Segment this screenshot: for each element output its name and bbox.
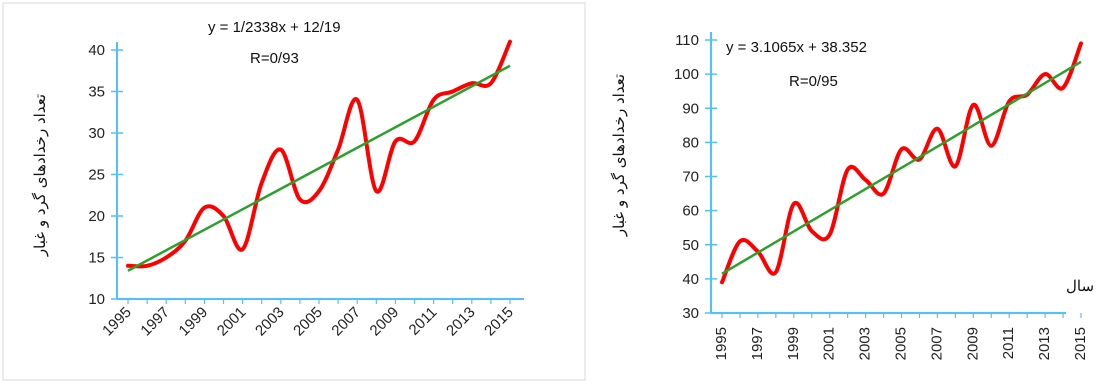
right-x-tick-label: 2015 bbox=[1072, 327, 1089, 360]
right-x-tick-label: 1997 bbox=[749, 327, 766, 360]
right-x-tick-label: 1999 bbox=[785, 327, 802, 360]
left-y-tick-label: 30 bbox=[88, 125, 105, 142]
right-x-tick-label: 1995 bbox=[713, 327, 730, 360]
right-y-axis-label: تعداد رخدادهای گرد و غبار bbox=[610, 74, 628, 237]
right-trendline bbox=[721, 60, 1082, 275]
left-y-tick-label: 25 bbox=[88, 167, 105, 184]
left-y-tick-label: 40 bbox=[88, 42, 105, 59]
right-x-tick-label: 2011 bbox=[1000, 327, 1017, 359]
right-x-tick-label: 2007 bbox=[928, 327, 945, 360]
left-y-tick-label: 20 bbox=[88, 208, 105, 225]
right-equation-label: y = 3.1065x + 38.352 bbox=[726, 39, 867, 56]
right-x-tick-label: 2003 bbox=[857, 327, 874, 360]
left-trendline bbox=[127, 64, 511, 272]
right-x-tick-label: 2009 bbox=[964, 327, 981, 360]
right-r-value-label: R=0/95 bbox=[789, 73, 838, 90]
right-y-tick-label: 100 bbox=[674, 66, 699, 83]
right-x-tick-label: 2001 bbox=[821, 327, 838, 360]
left-y-tick-label: 10 bbox=[88, 291, 105, 308]
left-equation-label: y = 1/2338x + 12/19 bbox=[208, 19, 341, 36]
right-x-tick-label: 2005 bbox=[893, 327, 910, 360]
right-x-tick-label: 2013 bbox=[1036, 327, 1053, 360]
right-y-tick-label: 60 bbox=[682, 203, 699, 220]
right-y-tick-label: 70 bbox=[682, 169, 699, 186]
right-y-tick-label: 110 bbox=[675, 32, 699, 49]
right-chart-frame bbox=[592, 2, 1113, 381]
right-x-axis-label: سال bbox=[1066, 278, 1094, 295]
right-y-tick-label: 40 bbox=[682, 271, 699, 288]
right-y-tick-label: 90 bbox=[682, 100, 699, 117]
right-y-tick-label: 80 bbox=[682, 134, 699, 151]
left-y-tick-label: 15 bbox=[88, 250, 105, 267]
left-data-series-line bbox=[126, 39, 512, 269]
right-y-tick-label: 50 bbox=[682, 237, 699, 254]
left-y-axis-label: تعداد رخدادهای گرد و غبار bbox=[31, 94, 49, 257]
left-r-value-label: R=0/93 bbox=[250, 50, 299, 67]
left-y-tick-label: 35 bbox=[88, 84, 105, 101]
right-y-tick-label: 30 bbox=[682, 305, 699, 322]
